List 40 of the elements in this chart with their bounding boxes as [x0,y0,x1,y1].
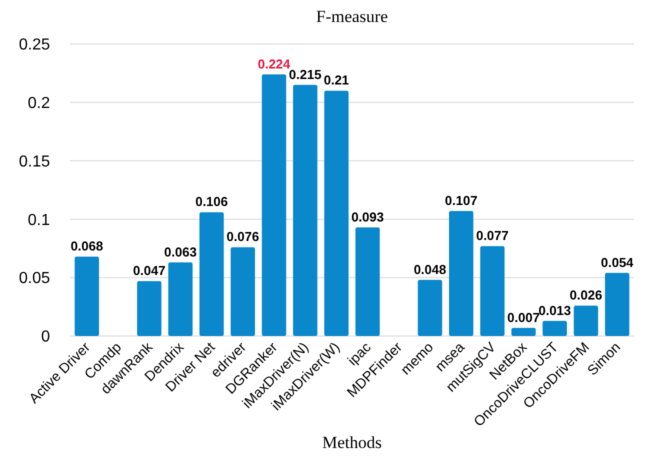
bar [449,211,474,336]
chart-title: F-measure [316,7,388,26]
data-label: 0.063 [164,244,197,260]
bar [230,247,255,336]
bar [74,256,100,336]
bar [324,90,349,336]
data-label: 0.013 [538,302,572,318]
bar [168,262,193,336]
bar [511,328,536,336]
data-label: 0.106 [195,194,228,210]
data-label: 0.076 [226,229,260,244]
data-label: 0.107 [444,193,478,208]
data-label: 0.068 [70,238,104,254]
y-tick-label: 0.2 [28,95,50,112]
data-label: 0.21 [324,72,350,88]
data-label: 0.054 [600,254,634,270]
y-tick-label: 0 [41,328,50,346]
data-label: 0.215 [288,66,322,82]
bar [604,272,630,336]
y-tick-label: 0.05 [18,270,50,288]
bar [418,280,442,336]
y-tick-label: 0.25 [18,36,50,54]
bar [199,212,224,336]
data-label: 0.093 [351,209,384,224]
data-label: 0.077 [476,228,509,244]
bar [542,320,567,336]
bar [355,227,380,336]
bar [574,306,598,336]
bar [480,246,505,336]
data-label: 0.048 [414,262,446,277]
annotation: 0.224 [258,56,292,72]
bar [137,281,162,336]
data-label: 0.007 [507,310,540,325]
y-tick-label: 0.15 [18,153,50,170]
bar [293,84,318,336]
x-axis-title: Methods [322,433,382,452]
bar [262,74,286,336]
y-tick-label: 0.1 [28,212,50,229]
data-label: 0.047 [132,263,166,278]
data-label: 0.026 [570,288,602,303]
